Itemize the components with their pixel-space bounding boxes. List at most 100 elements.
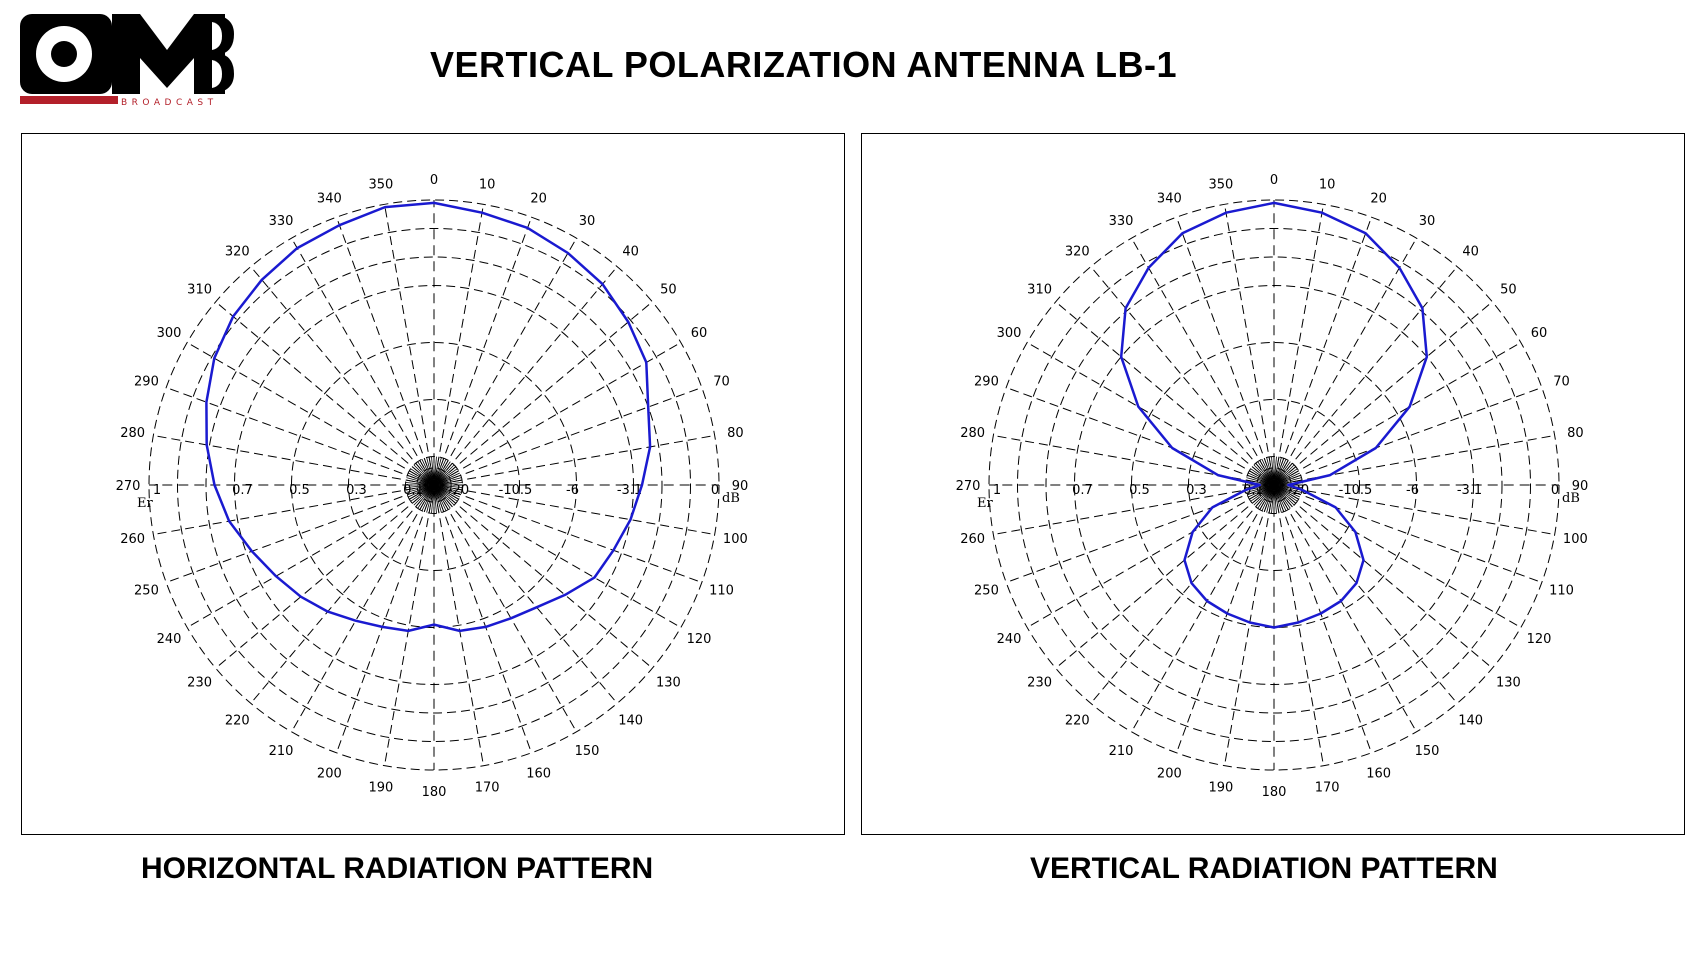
grid-spoke — [215, 301, 430, 482]
angle-label: 200 — [317, 767, 342, 782]
angle-label: 300 — [997, 326, 1022, 341]
center-star-spoke — [1273, 470, 1299, 486]
grid-spoke — [1275, 217, 1372, 480]
center-star-spoke — [419, 460, 435, 486]
angle-label: 290 — [974, 374, 999, 389]
angle-label: 20 — [1370, 191, 1387, 206]
grid-spoke — [1275, 490, 1372, 753]
center-star-spoke — [433, 468, 458, 486]
angle-label: 50 — [660, 282, 677, 297]
center-dot — [1271, 482, 1277, 488]
angle-label: 140 — [618, 713, 643, 728]
center-star-spoke — [417, 484, 435, 509]
center-star-spoke — [1248, 484, 1275, 498]
center-star-spoke — [1273, 468, 1298, 486]
center-star-spoke — [433, 484, 459, 500]
center-star-spoke — [1246, 484, 1275, 493]
grid-spoke — [1176, 490, 1273, 753]
center-star-spoke — [1253, 464, 1275, 486]
angle-label: 180 — [1262, 785, 1287, 800]
grid-spoke — [186, 342, 430, 483]
grid-spoke — [439, 485, 715, 535]
center-star-spoke — [1273, 484, 1298, 502]
center-star-spoke — [1273, 456, 1277, 486]
center-star-spoke — [1273, 477, 1302, 486]
angle-label: 320 — [1065, 245, 1090, 260]
er-scale-label: 0.1 — [403, 483, 424, 498]
angle-label: 80 — [1567, 426, 1584, 441]
grid-spoke — [439, 486, 702, 583]
angle-label: 250 — [974, 584, 999, 599]
grid-spoke — [1055, 301, 1270, 482]
center-star-spoke — [1273, 484, 1297, 504]
logo-subtitle: BROADCAST — [121, 98, 218, 108]
grid-spoke — [1276, 237, 1417, 481]
logo-accent-bar — [20, 96, 118, 104]
angle-label: 310 — [1027, 282, 1052, 297]
center-star-spoke — [419, 484, 435, 510]
grid-ring — [1188, 399, 1360, 571]
center-star-spoke — [426, 457, 435, 486]
grid-spoke — [1277, 266, 1458, 481]
center-star-spoke — [431, 456, 435, 486]
er-scale-label: 0.5 — [1129, 483, 1150, 498]
er-scale-label: 1 — [993, 483, 1001, 498]
center-star-spoke — [1273, 459, 1287, 486]
center-star-spoke — [433, 457, 442, 486]
horizontal-pattern-panel: 0 10 20 30 40 50 60 70 80 90 100 110 120 130 140 150 160… — [21, 133, 845, 835]
angle-label: 70 — [713, 374, 730, 389]
angle-label: 70 — [1553, 374, 1570, 389]
grid-spoke — [438, 488, 653, 669]
angle-label: 200 — [1157, 767, 1182, 782]
grid-spoke — [1279, 486, 1542, 583]
center-star-spoke — [433, 484, 442, 513]
center-star-spoke — [1263, 458, 1275, 486]
center-star-spoke — [1251, 484, 1275, 504]
grid-spoke — [1131, 237, 1272, 481]
angle-label: 30 — [579, 214, 596, 229]
angle-label: 10 — [479, 178, 496, 193]
center-star-spoke — [433, 484, 458, 502]
grid-spoke — [1224, 204, 1274, 480]
center-star-spoke — [1250, 484, 1275, 502]
center-star-spoke — [433, 479, 463, 486]
grid-ring — [348, 399, 520, 571]
center-star-spoke — [1273, 484, 1301, 496]
db-scale-label: -3.1 — [617, 483, 642, 498]
er-scale-label: 0.7 — [1072, 483, 1093, 498]
center-star-spoke — [433, 466, 457, 486]
center-star-spoke — [1268, 456, 1275, 486]
center-star-spoke — [405, 484, 435, 488]
grid-spoke — [1026, 342, 1270, 483]
center-star-spoke — [433, 464, 455, 486]
center-star-spoke — [1273, 484, 1282, 513]
grid-spoke — [336, 490, 433, 753]
grid-spoke — [1279, 387, 1542, 484]
center-star-spoke — [433, 484, 451, 509]
angle-label: 90 — [1572, 479, 1589, 494]
polar-grid — [148, 199, 720, 771]
center-star-spoke — [410, 468, 435, 486]
angle-label: 320 — [225, 245, 250, 260]
center-star-spoke — [1259, 484, 1275, 510]
db-scale-label: -3.1 — [1457, 483, 1482, 498]
center-star-spoke — [433, 484, 461, 496]
angle-label: 350 — [368, 178, 393, 193]
angle-label: 30 — [1419, 214, 1436, 229]
center-star-spoke — [1263, 484, 1275, 512]
center-star-spoke — [433, 484, 463, 491]
angle-label: 220 — [1065, 713, 1090, 728]
center-star-spoke — [433, 484, 440, 514]
center-star-spoke — [1273, 484, 1285, 512]
angle-label: 40 — [1462, 245, 1479, 260]
center-dot — [431, 482, 437, 488]
center-star-spoke — [1268, 484, 1275, 514]
angle-label: 160 — [526, 767, 551, 782]
angle-label: 350 — [1208, 178, 1233, 193]
angle-label: 10 — [1319, 178, 1336, 193]
grid-spoke — [166, 486, 429, 583]
center-star-spoke — [1249, 470, 1275, 486]
center-star-spoke — [1245, 479, 1275, 486]
er-scale-label: 0.3 — [1186, 483, 1207, 498]
angle-label: 60 — [1531, 326, 1548, 341]
